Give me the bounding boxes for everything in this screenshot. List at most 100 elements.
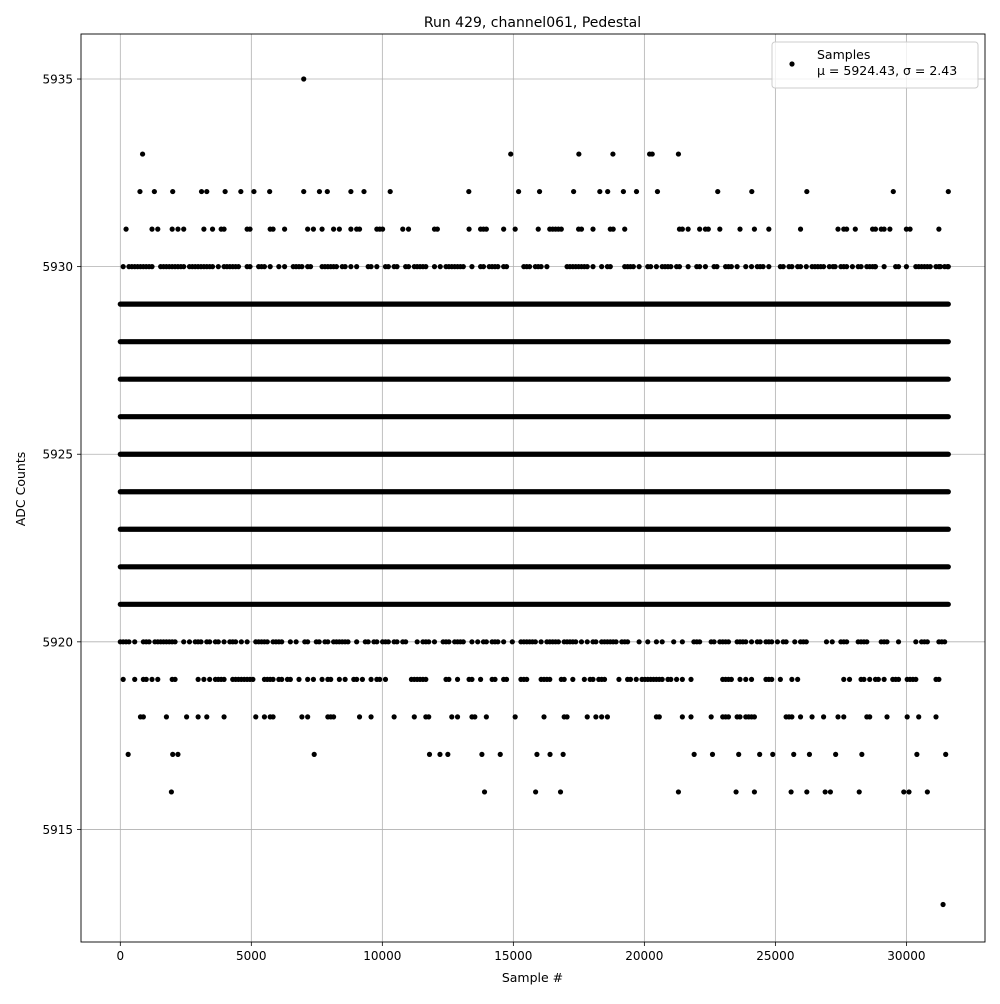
- sample-point: [181, 226, 187, 232]
- sample-point: [630, 264, 636, 270]
- sample-point: [757, 639, 763, 645]
- sample-point: [791, 751, 797, 757]
- sample-point: [903, 226, 909, 232]
- sample-point: [480, 264, 487, 270]
- sample-point: [597, 188, 603, 195]
- sample-point: [913, 676, 919, 682]
- sample-point: [325, 639, 331, 645]
- sample-point: [558, 226, 564, 232]
- sample-point: [149, 676, 155, 682]
- sample-point: [445, 751, 451, 757]
- sample-point: [561, 676, 567, 682]
- sample-point: [835, 226, 841, 232]
- sample-point: [675, 151, 682, 157]
- sample-point: [163, 714, 170, 720]
- sample-point: [526, 264, 533, 270]
- sample-point: [207, 639, 213, 645]
- sample-point: [387, 188, 393, 195]
- ticks-layer: 0 5000 10000 15000 20000 25000 30000 5915 5920 59…: [42, 73, 925, 963]
- sample-point: [431, 264, 438, 270]
- sample-point: [454, 676, 461, 682]
- sample-point: [296, 676, 302, 682]
- sample-point: [287, 639, 293, 645]
- sample-point: [126, 639, 132, 645]
- sample-point: [374, 264, 380, 270]
- sample-point: [584, 714, 590, 720]
- sample-point: [942, 639, 948, 645]
- sample-point: [336, 676, 342, 682]
- sample-point: [403, 639, 409, 645]
- sample-point: [624, 639, 631, 645]
- sample-point: [841, 676, 847, 682]
- sample-point: [822, 789, 828, 795]
- sample-point: [864, 639, 870, 645]
- sample-point: [198, 188, 205, 195]
- sample-point: [846, 676, 853, 682]
- sample-point: [541, 714, 547, 720]
- sample-point: [823, 639, 830, 645]
- sample-point: [137, 188, 143, 195]
- x-tick-label: 10000: [363, 949, 401, 963]
- y-axis-label: ADC Counts: [13, 452, 28, 527]
- sample-point: [305, 226, 311, 232]
- x-tick-label: 25000: [756, 949, 794, 963]
- x-tick-label: 30000: [887, 949, 925, 963]
- sample-point: [222, 188, 228, 195]
- sample-point: [125, 751, 131, 757]
- sample-point: [743, 639, 749, 645]
- sample-point: [293, 639, 299, 645]
- sample-point: [789, 264, 795, 270]
- sample-point: [705, 226, 711, 232]
- x-axis-label: Sample #: [502, 970, 563, 985]
- sample-point: [867, 714, 873, 720]
- sample-point: [570, 676, 576, 682]
- sample-point: [446, 639, 452, 645]
- sample-point: [305, 676, 311, 682]
- sample-point: [492, 676, 498, 682]
- sample-point: [685, 226, 691, 232]
- sample-point: [201, 226, 207, 232]
- sample-point: [319, 226, 325, 232]
- sample-point: [149, 226, 155, 232]
- sample-point: [221, 639, 227, 645]
- sample-point: [264, 639, 270, 645]
- sample-point: [281, 264, 288, 270]
- sample-point: [780, 264, 786, 270]
- sample-point: [636, 639, 642, 645]
- sample-point: [301, 76, 307, 82]
- sample-point: [916, 714, 922, 720]
- sample-point: [139, 151, 146, 157]
- sample-point: [849, 264, 856, 270]
- sample-point: [279, 676, 285, 682]
- legend-series-name: Samples: [817, 47, 870, 62]
- sample-point: [449, 714, 455, 720]
- sample-point: [844, 226, 850, 232]
- sample-point: [238, 188, 244, 195]
- sample-point: [394, 639, 400, 645]
- sample-point: [924, 639, 930, 645]
- sample-point: [437, 264, 443, 270]
- sample-point: [250, 676, 256, 682]
- sample-point: [175, 226, 181, 232]
- sample-point: [342, 264, 348, 270]
- sample-point: [645, 639, 651, 645]
- sample-point: [945, 188, 951, 195]
- sample-point: [198, 639, 204, 645]
- sample-point: [342, 676, 348, 682]
- sample-point: [751, 714, 758, 720]
- sample-point: [887, 226, 893, 232]
- sample-point: [207, 676, 213, 682]
- sample-point: [633, 188, 640, 195]
- sample-point: [281, 226, 288, 232]
- chart-title: Run 429, channel061, Pedestal: [424, 15, 641, 31]
- points-layer: [117, 76, 951, 908]
- sample-point: [261, 264, 268, 270]
- sample-point: [937, 264, 944, 270]
- sample-point: [405, 226, 412, 232]
- x-tick-label: 0: [116, 949, 124, 963]
- sample-point: [330, 226, 337, 232]
- sample-point: [881, 676, 887, 682]
- sample-point: [538, 639, 544, 645]
- y-tick-label: 5915: [42, 823, 73, 837]
- sample-point: [927, 264, 933, 270]
